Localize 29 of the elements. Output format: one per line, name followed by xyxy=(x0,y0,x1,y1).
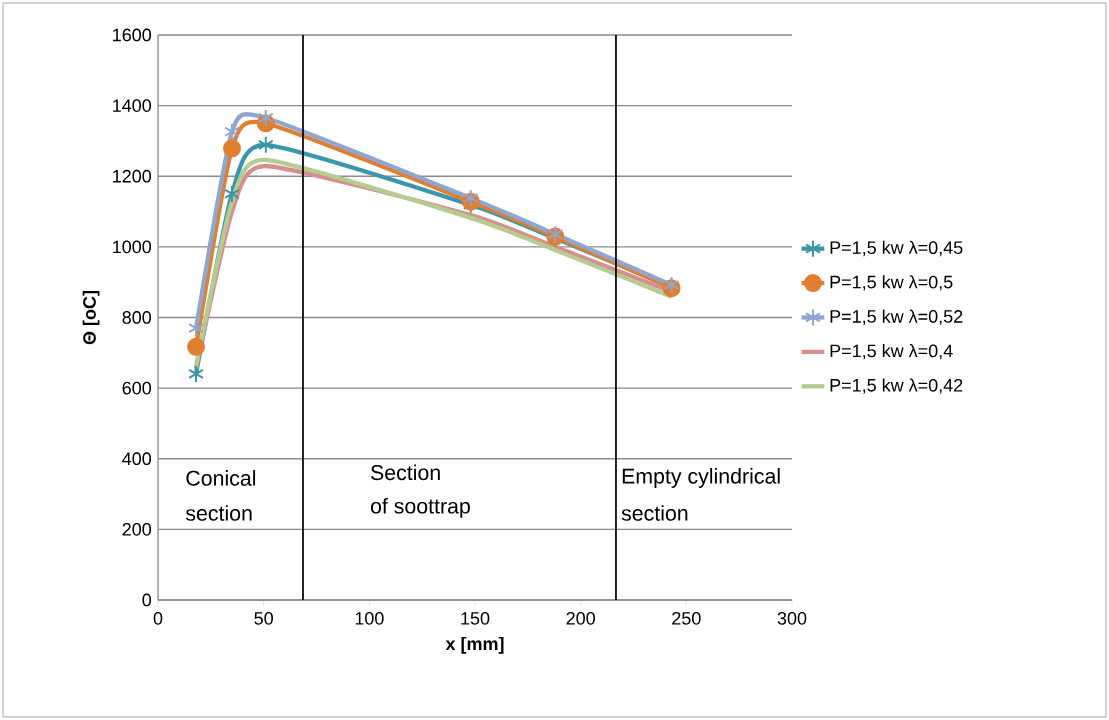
y-tick-label: 1200 xyxy=(113,169,152,183)
annotation: section xyxy=(621,505,688,521)
x-tick-label: 50 xyxy=(254,611,273,625)
x-tick-label: 250 xyxy=(672,611,701,625)
annotation: of soottrap xyxy=(370,497,470,518)
x-axis-title: x [mm] xyxy=(445,636,504,654)
x-tick-label: 200 xyxy=(566,611,595,625)
annotation: Empty cylindrical xyxy=(622,468,780,488)
y-tick-label: 200 xyxy=(122,522,152,536)
y-tick-label: 1400 xyxy=(113,99,152,112)
legend-label: P=1,5 kw λ=0,45 xyxy=(830,240,963,257)
y-tick-label: 1000 xyxy=(113,240,152,254)
x-tick-label: 300 xyxy=(777,611,807,625)
y-tick-label: 0 xyxy=(142,593,152,607)
y-tick-label: 1600 xyxy=(113,28,152,42)
annotation: Section xyxy=(370,464,440,481)
y-tick-label: 400 xyxy=(122,452,152,466)
y-tick-label: 600 xyxy=(122,381,152,395)
legend-label: P=1,5 kw λ=0,42 xyxy=(830,378,963,394)
legend-label: P=1,5 kw λ=0,4 xyxy=(830,344,953,360)
x-tick-label: 150 xyxy=(461,611,490,625)
y-axis-title: Θ [oC] xyxy=(82,291,100,345)
x-tick-label: 100 xyxy=(355,611,384,625)
y-tick-label: 800 xyxy=(122,311,152,324)
legend-label: P=1,5 kw λ=0,52 xyxy=(830,309,963,325)
annotation: Conical xyxy=(186,470,256,486)
x-tick-label: 0 xyxy=(153,611,163,625)
legend-label: P=1,5 kw λ=0,5 xyxy=(830,275,953,291)
annotation: section xyxy=(185,505,252,521)
